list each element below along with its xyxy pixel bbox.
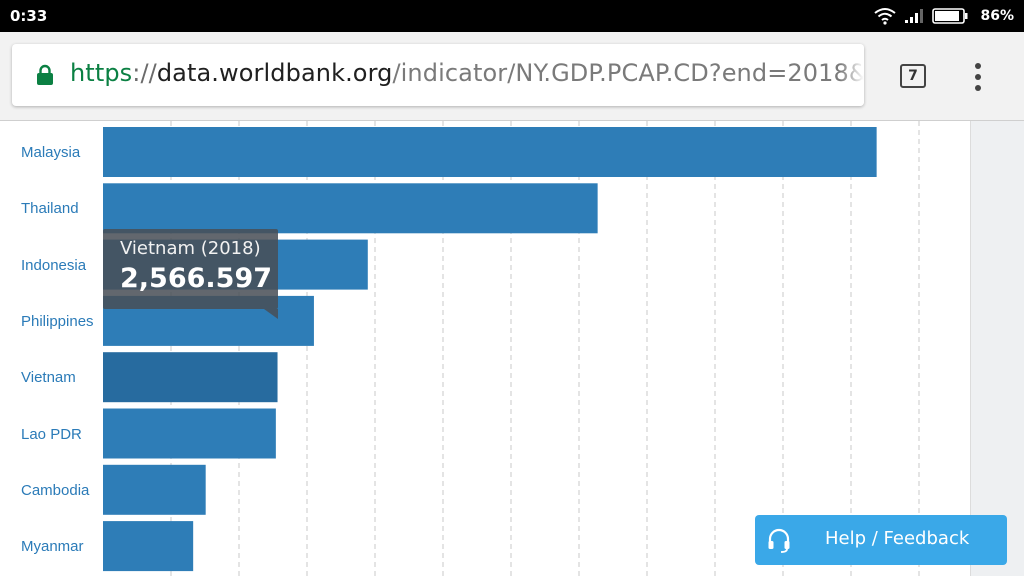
wifi-icon: [874, 8, 897, 25]
signal-icon: [905, 9, 924, 23]
bar-myanmar[interactable]: [103, 521, 194, 572]
bar-cambodia[interactable]: [103, 464, 206, 515]
lock-icon[interactable]: [36, 64, 54, 86]
status-bar: 0:33 86%: [0, 0, 1024, 32]
help-feedback-label: Help / Feedback: [825, 528, 970, 549]
category-label: Thailand: [21, 200, 79, 218]
category-label: Myanmar: [21, 538, 84, 556]
url-text[interactable]: https://data.worldbank.org/indicator/NY.…: [70, 59, 864, 87]
category-label: Indonesia: [21, 256, 87, 274]
bar-malaysia[interactable]: [103, 127, 877, 177]
url-separator: ://: [132, 59, 157, 87]
bar-thailand[interactable]: [103, 183, 598, 234]
url-host: data.worldbank.org: [156, 59, 393, 87]
browser-toolbar: https://data.worldbank.org/indicator/NY.…: [0, 32, 1024, 121]
status-icons: 86%: [874, 0, 1014, 32]
url-scheme: https: [70, 59, 133, 87]
category-label: Lao PDR: [21, 425, 82, 443]
category-label: Malaysia: [21, 144, 81, 161]
bar-lao-pdr[interactable]: [103, 408, 276, 459]
url-path: /indicator/NY.GDP.PCAP.CD?end=2018&lo: [392, 59, 864, 87]
bar-vietnam[interactable]: [103, 352, 278, 403]
headset-icon: [768, 528, 790, 553]
tooltip-value: 2,566.597: [120, 263, 273, 294]
url-fade: [840, 44, 864, 106]
category-label: Philippines: [21, 312, 94, 330]
bar-chart: [103, 121, 920, 576]
help-feedback-button[interactable]: Help / Feedback: [755, 515, 1007, 565]
chart-panel: Malaysia Thailand Indonesia Philippines Viet…: [0, 121, 971, 576]
category-label: Cambodia: [21, 481, 90, 499]
tooltip-pointer: [264, 309, 278, 319]
category-label: Vietnam: [21, 369, 76, 387]
more-vert-icon[interactable]: [968, 63, 988, 91]
tab-switcher-icon[interactable]: 7: [900, 64, 926, 88]
tooltip-title: Vietnam (2018): [120, 238, 261, 259]
status-time: 0:33: [10, 7, 48, 25]
tab-count: 7: [908, 68, 918, 84]
chart-tooltip: Vietnam (2018) 2,566.597: [103, 229, 278, 319]
address-bar[interactable]: https://data.worldbank.org/indicator/NY.…: [12, 44, 864, 106]
battery-percent: 86%: [980, 8, 1014, 24]
battery-icon: [932, 8, 968, 24]
